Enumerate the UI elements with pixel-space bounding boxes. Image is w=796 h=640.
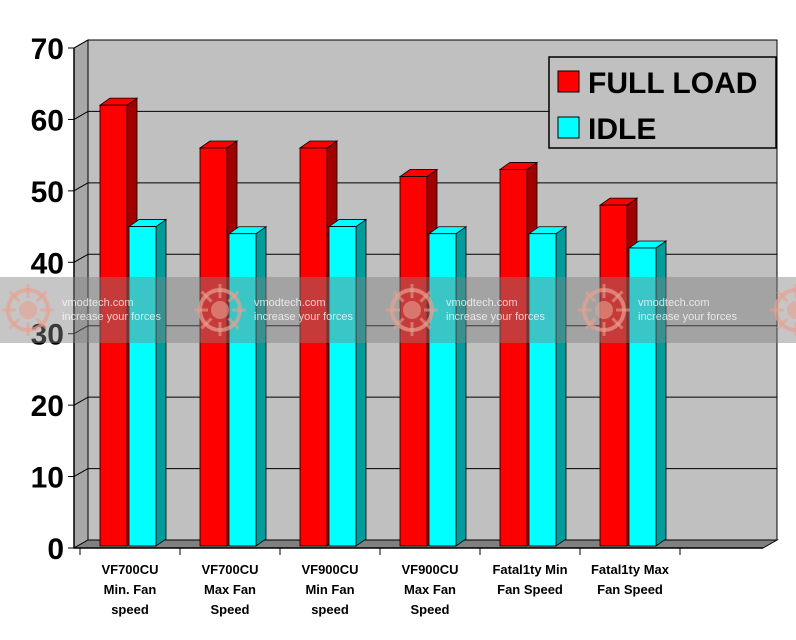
- bar-side: [355, 218, 367, 547]
- watermark-logo: vmodtech.com increase your forces: [194, 284, 354, 336]
- watermark-text: increase your forces: [446, 311, 546, 323]
- x-tick-label: VF900CU Max Fan Speed: [401, 562, 458, 617]
- bar-side: [155, 218, 167, 547]
- y-tick-label: 30: [31, 319, 64, 352]
- bar-front: [428, 233, 457, 547]
- watermark-text: increase your forces: [638, 311, 738, 323]
- watermark-text: increase your forces: [62, 311, 162, 323]
- y-axis-ticks: 0 10 20 30 40 50 60 70: [31, 33, 75, 566]
- bar-front: [599, 204, 628, 547]
- x-tick-label: Fatal1ty Max Fan Speed: [591, 562, 670, 597]
- bar-front: [228, 233, 257, 547]
- x-tick-label: VF700CU Max Fan Speed: [201, 562, 258, 617]
- bar-front: [128, 226, 157, 547]
- legend-swatch: [557, 70, 580, 93]
- legend-box: [548, 56, 777, 149]
- y-tick-label: 50: [31, 176, 64, 209]
- x-tick-label: VF700CU Min. Fan speed: [101, 562, 158, 617]
- bar-front: [199, 147, 228, 547]
- bar-side: [255, 225, 267, 547]
- y-tick-label: 60: [31, 104, 64, 137]
- y-tick-label: 0: [47, 533, 64, 566]
- gridline-side: [73, 39, 89, 49]
- watermark-text: increase your forces: [254, 311, 354, 323]
- watermark-logo: vmodtech.com increase your forces: [386, 284, 546, 336]
- bar-idle: [327, 218, 368, 547]
- gridline-side: [73, 325, 89, 335]
- bar-front: [399, 176, 428, 547]
- watermark-text: vmodtech.com: [638, 297, 710, 309]
- bar-front: [628, 247, 657, 547]
- bar-idle: [427, 225, 468, 547]
- bar-idle: [127, 218, 168, 547]
- legend-label: IDLE: [588, 113, 656, 146]
- watermark: vmodtech.com increase your forces vmodtech…: [0, 277, 796, 343]
- y-tick-label: 20: [31, 390, 64, 423]
- y-tick-label: 40: [31, 247, 64, 280]
- gridline-side: [73, 182, 89, 192]
- bar-front: [528, 233, 557, 547]
- bar-idle: [627, 240, 668, 547]
- watermark-logo: vmodtech.com increase your forces: [578, 284, 738, 336]
- x-tick-label: VF900CU Min Fan speed: [301, 562, 358, 617]
- x-axis: VF700CU Min. Fan speed VF700CU Max Fan Speed V…: [74, 547, 763, 617]
- gridline-side: [73, 110, 89, 120]
- bar-front: [499, 169, 528, 547]
- bar-idle: [527, 225, 568, 547]
- gridline-side: [73, 468, 89, 478]
- bar-idle: [227, 225, 268, 547]
- bar-side: [555, 225, 567, 547]
- legend: FULL LOAD IDLE: [548, 56, 777, 149]
- x-tick-label: Fatal1ty Min Fan Speed: [492, 562, 567, 597]
- gridline-side: [73, 396, 89, 406]
- watermark-text: vmodtech.com: [62, 297, 134, 309]
- y-tick-label: 70: [31, 33, 64, 66]
- y-tick-label: 10: [31, 462, 64, 495]
- bar-side: [455, 225, 467, 547]
- watermark-text: vmodtech.com: [446, 297, 518, 309]
- bar-front: [99, 104, 128, 547]
- watermark-text: vmodtech.com: [254, 297, 326, 309]
- legend-swatch: [557, 116, 580, 139]
- gridline-side: [73, 253, 89, 263]
- watermark-logo: vmodtech.com increase your forces: [2, 284, 162, 336]
- bars: [98, 97, 668, 547]
- bar-front: [299, 147, 328, 547]
- bar-front: [328, 226, 357, 547]
- legend-label: FULL LOAD: [588, 67, 757, 100]
